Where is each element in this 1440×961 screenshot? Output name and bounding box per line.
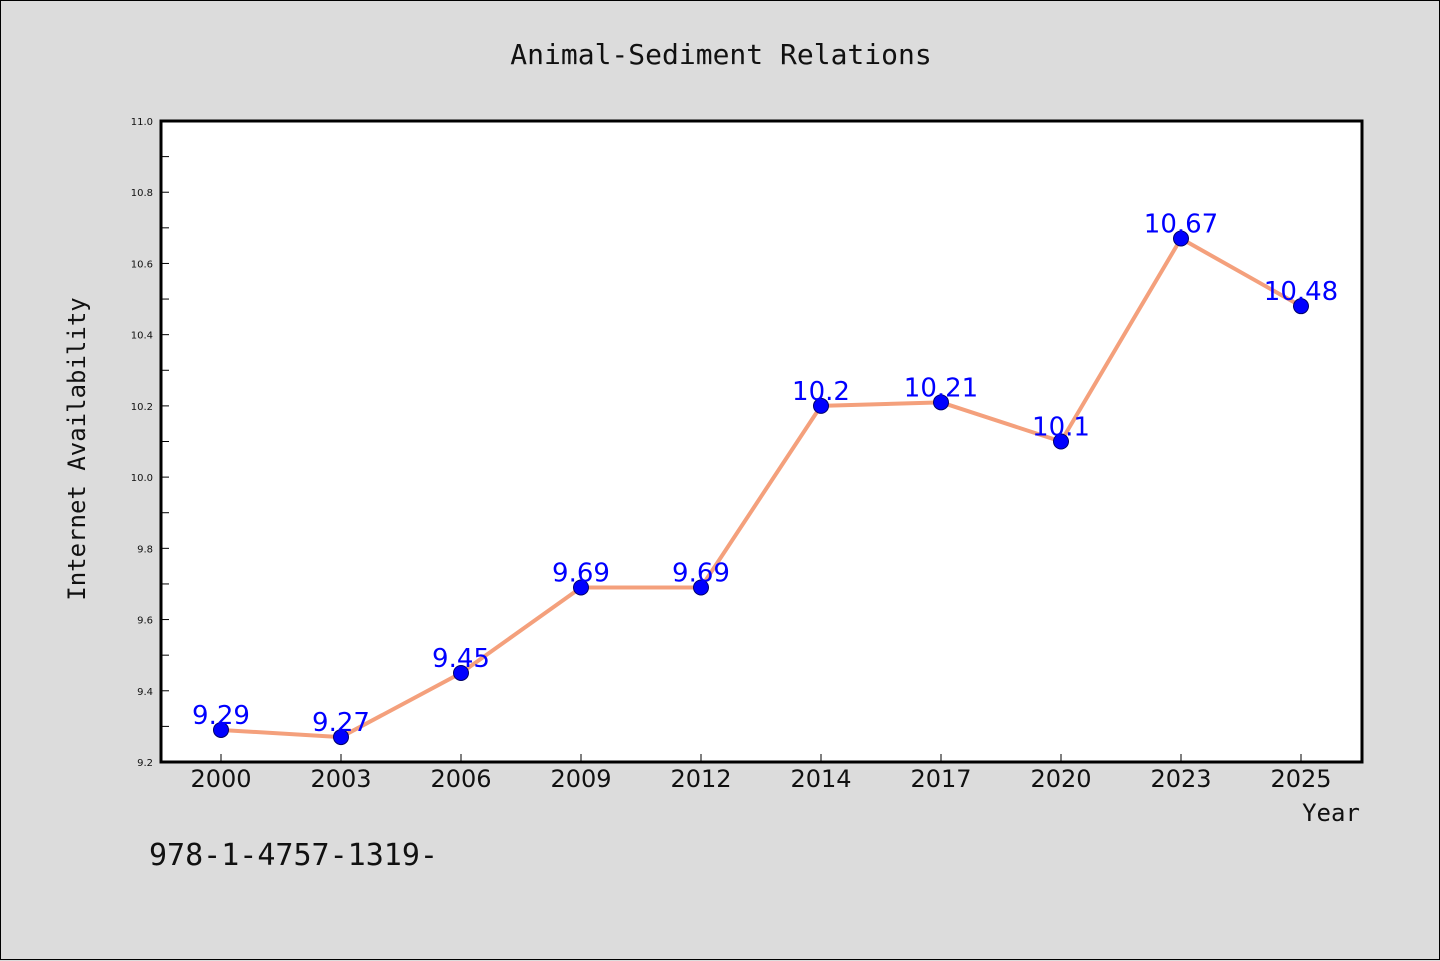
data-point: [1053, 433, 1069, 450]
x-axis-label: Year: [1302, 799, 1360, 827]
y-tick-label: 9.6: [137, 616, 153, 627]
plot-area: [161, 121, 1362, 762]
data-point: [453, 664, 469, 681]
data-point: [813, 397, 829, 414]
x-tick-label: 2000: [190, 765, 251, 793]
x-tick-label: 2023: [1150, 765, 1211, 793]
y-tick-label: 9.4: [137, 687, 153, 698]
y-tick-label: 11.0: [131, 117, 153, 128]
y-tick-label: 9.8: [137, 544, 153, 555]
series-line: [220, 236, 1302, 740]
x-tick-label: 2012: [670, 765, 731, 793]
data-point: [693, 579, 709, 596]
y-tick-label: 10.0: [131, 473, 153, 484]
y-axis-label: Internet Availability: [63, 297, 91, 600]
data-label: 10.67: [1144, 210, 1218, 240]
x-axis-ticks: 2000 2003 2006 2009 2012 2014 2017 2020 2023 2025: [190, 754, 1332, 793]
data-label: 9.45: [432, 644, 490, 674]
chart-title: Animal-Sediment Relations: [510, 38, 931, 71]
data-label: 10.48: [1264, 277, 1338, 307]
data-label: 10.1: [1032, 413, 1090, 443]
data-point: [933, 394, 949, 411]
data-label: 9.69: [672, 559, 730, 589]
y-tick-label: 10.4: [131, 331, 153, 342]
x-tick-label: 2003: [310, 765, 371, 793]
data-point: [213, 721, 229, 738]
data-label: 10.21: [904, 373, 978, 403]
data-point: [333, 729, 349, 746]
x-tick-label: 2006: [430, 765, 491, 793]
data-label: 9.27: [312, 708, 370, 738]
x-tick-label: 2020: [1030, 765, 1091, 793]
data-label: 9.69: [552, 559, 610, 589]
data-point: [1173, 230, 1189, 247]
x-tick-label: 2025: [1270, 765, 1331, 793]
footnote-isbn: 978-1-4757-1319-: [149, 838, 438, 873]
data-point: [573, 579, 589, 596]
plot-border: [159, 119, 1364, 764]
y-tick-label: 10.8: [131, 188, 153, 199]
x-tick-label: 2014: [790, 765, 851, 793]
data-point: [1293, 298, 1309, 315]
y-tick-label: 9.2: [137, 758, 153, 769]
data-label: 10.2: [792, 377, 850, 407]
y-tick-label: 10.2: [131, 402, 153, 413]
data-labels: 9.29 9.27 9.45 9.69 9.69 10.2 10.21 10.1 10.67 10…: [192, 210, 1338, 739]
data-label: 9.29: [192, 701, 250, 731]
x-tick-label: 2009: [550, 765, 611, 793]
data-markers: [213, 230, 1309, 746]
x-tick-label: 2017: [910, 765, 971, 793]
y-tick-label: 10.6: [131, 259, 153, 270]
